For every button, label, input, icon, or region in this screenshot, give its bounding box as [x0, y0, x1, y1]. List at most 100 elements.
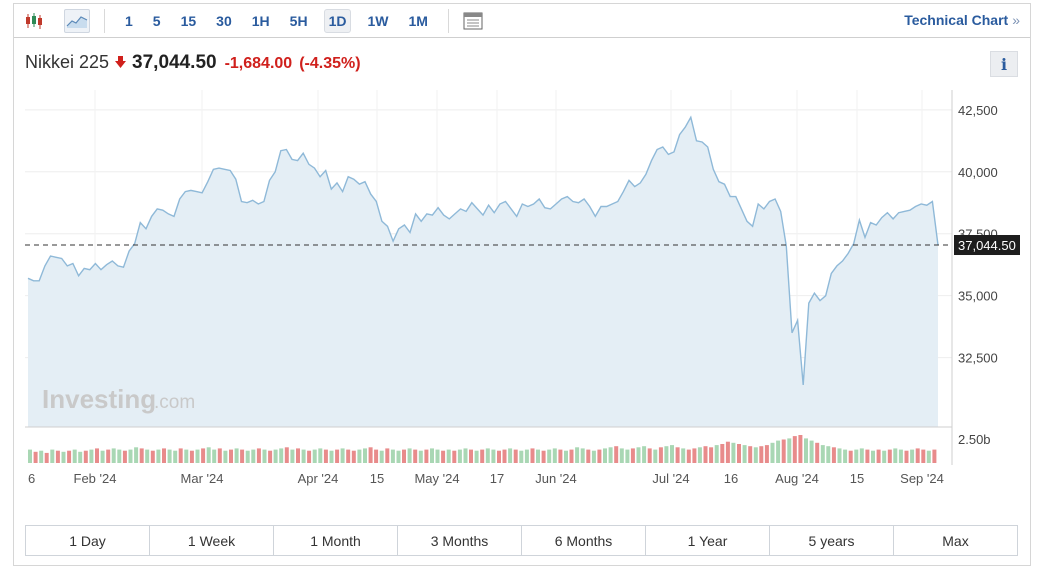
volume-bar: [452, 450, 457, 463]
volume-bar: [737, 444, 741, 463]
volume-bar: [480, 449, 485, 463]
volume-bar: [921, 449, 926, 463]
volume-bar: [586, 449, 591, 463]
x-tick-label: 15: [370, 471, 384, 486]
volume-bar: [753, 447, 758, 463]
volume-bar: [653, 449, 658, 463]
interval-15[interactable]: 15: [180, 12, 197, 29]
volume-bar: [502, 449, 507, 463]
interval-30[interactable]: 30: [216, 12, 232, 29]
volume-bar: [189, 450, 194, 463]
volume-bar: [457, 449, 462, 463]
volume-bar: [251, 449, 256, 463]
volume-bar: [569, 449, 574, 463]
interval-1[interactable]: 1: [125, 12, 133, 29]
investing-watermark: Investing .com: [42, 384, 195, 414]
volume-bar: [111, 448, 116, 463]
info-icon: i: [1000, 54, 1008, 74]
interval-1h[interactable]: 1H: [251, 12, 270, 29]
volume-bar: [697, 447, 702, 463]
volume-bar: [564, 450, 568, 463]
volume-bar: [122, 450, 127, 463]
volume-bar: [217, 448, 222, 463]
widget-frame: [13, 3, 1031, 566]
volume-bar: [279, 448, 284, 463]
x-tick-label: Sep '24: [900, 471, 944, 486]
volume-bar: [887, 449, 892, 463]
interval-5[interactable]: 5: [152, 12, 161, 29]
info-button[interactable]: i: [990, 51, 1018, 77]
x-tick-label: Apr '24: [298, 471, 339, 486]
range-3-months[interactable]: 3 Months: [398, 526, 522, 555]
interval-1w[interactable]: 1W: [367, 12, 389, 29]
y-tick-label: 40,000: [958, 165, 998, 180]
volume-bar: [100, 450, 105, 463]
volume-bar: [781, 439, 786, 463]
volume-bar: [770, 442, 775, 463]
x-tick-label: Feb '24: [74, 471, 117, 486]
volume-bar: [178, 448, 183, 463]
volume-bar: [575, 447, 580, 463]
range-1-month[interactable]: 1 Month: [274, 526, 398, 555]
volume-bar: [536, 449, 540, 463]
volume-bar: [50, 449, 55, 463]
range-max[interactable]: Max: [942, 532, 969, 549]
interval-1m[interactable]: 1M: [408, 12, 428, 29]
volume-bar: [692, 448, 697, 463]
volume-bar: [117, 449, 122, 463]
volume-bar: [418, 450, 423, 463]
last-price-marker-label: 37,044.50: [958, 238, 1016, 253]
volume-bar: [910, 449, 915, 463]
volume-bar: [413, 449, 418, 463]
interval-1d[interactable]: 1D: [323, 8, 352, 33]
technical-chart-label[interactable]: Technical Chart: [904, 12, 1009, 28]
volume-bar: [619, 448, 624, 463]
x-tick-label: Jun '24: [535, 471, 577, 486]
range-6-months[interactable]: 6 Months: [522, 526, 646, 555]
volume-bar: [826, 446, 831, 463]
candlestick-icon[interactable]: [22, 10, 46, 32]
technical-chart-link[interactable]: Technical Chart»: [904, 12, 1020, 28]
volume-bar: [150, 450, 155, 463]
interval-5h[interactable]: 5H: [289, 12, 308, 29]
volume-bar: [335, 449, 340, 463]
volume-bar: [647, 448, 652, 463]
volume-bar: [162, 448, 166, 463]
x-tick-label: May '24: [414, 471, 459, 486]
range-5-years[interactable]: 5 years: [770, 526, 894, 555]
range-1-week[interactable]: 1 Week: [150, 526, 274, 555]
volume-bar: [720, 444, 725, 463]
volume-bar: [541, 450, 546, 463]
volume-bar: [625, 449, 630, 463]
x-tick-label: Mar '24: [181, 471, 224, 486]
volume-bar: [798, 435, 803, 463]
x-tick-label: 15: [850, 471, 864, 486]
price-change-percent: (-4.35%): [299, 55, 361, 72]
volume-bar: [630, 448, 635, 463]
volume-bar: [714, 445, 719, 463]
watermark-suffix: .com: [154, 392, 195, 413]
volume-bar: [792, 436, 797, 463]
volume-bar: [229, 449, 233, 463]
watermark-brand: Investing: [42, 384, 156, 414]
volume-bar: [485, 448, 490, 463]
last-price: 37,044.50: [132, 52, 217, 73]
range-1-day[interactable]: 1 Day: [26, 526, 150, 555]
volume-bar: [240, 449, 245, 463]
volume-bar: [67, 450, 72, 463]
volume-bar: [368, 447, 373, 463]
volume-bar: [61, 451, 66, 463]
volume-bar: [843, 449, 848, 463]
volume-bar: [820, 445, 825, 463]
volume-bar: [312, 449, 317, 463]
area-chart-icon[interactable]: [64, 8, 90, 33]
volume-bar: [363, 448, 367, 463]
volume-bar: [201, 448, 206, 463]
indicators-panel-icon[interactable]: [461, 10, 485, 32]
price-line: [27, 115, 939, 385]
quote-header: Nikkei 225 37,044.50 -1,684.00 (-4.35%): [25, 52, 361, 74]
price-change: -1,684.00: [224, 55, 293, 72]
range-1-year[interactable]: 1 Year: [646, 526, 770, 555]
volume-bar: [764, 445, 769, 463]
